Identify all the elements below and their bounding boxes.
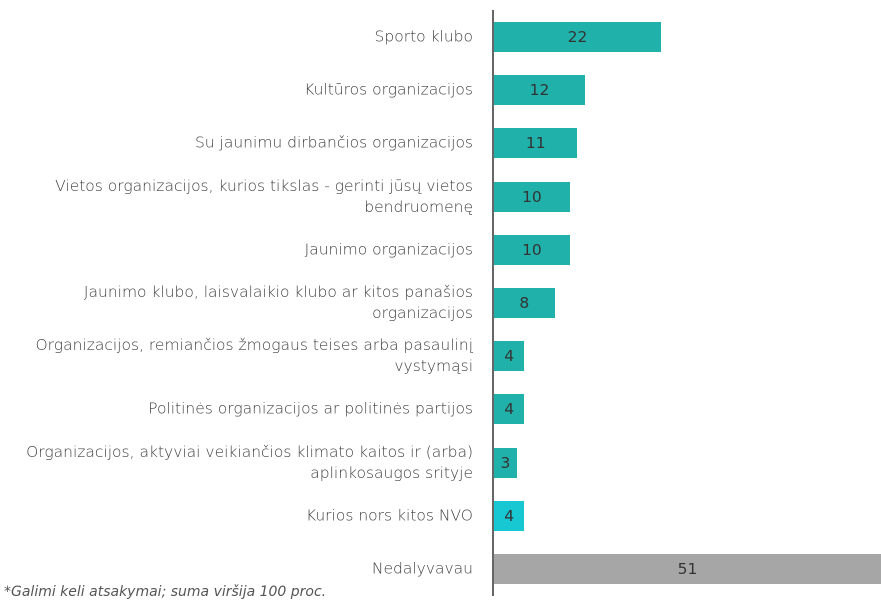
- category-label: Politinės organizacijos ar politinės par…: [148, 399, 473, 418]
- category-label: Jaunimo organizacijos: [304, 240, 473, 259]
- value-label: 3: [500, 453, 511, 472]
- bar: [494, 554, 881, 584]
- bar: [494, 181, 570, 212]
- value-label: 51: [677, 560, 698, 578]
- value-label: 4: [504, 506, 515, 525]
- category-label: Nedalyvavau: [371, 559, 473, 578]
- category-label: Organizacijos, remiančios žmogaus teises…: [35, 336, 473, 376]
- value-label: 4: [504, 400, 515, 419]
- value-label: 10: [522, 240, 542, 259]
- bar: [494, 394, 525, 425]
- bar: [494, 288, 555, 318]
- bar: [494, 500, 525, 531]
- category-label: Organizacijos, aktyviai veikiančios klim…: [26, 442, 473, 482]
- category-label: Sporto klubo: [374, 27, 473, 46]
- bar: [494, 75, 586, 106]
- category-label: Kurios nors kitos NVO: [305, 506, 473, 525]
- value-label: 22: [567, 28, 588, 46]
- value-label: 10: [522, 187, 542, 206]
- bar: [494, 447, 517, 478]
- category-label: Vietos organizacijos, kurios tikslas - g…: [55, 176, 473, 216]
- bar: [494, 128, 578, 159]
- footnote: *Galimi keli atsakymai; suma viršija 100…: [4, 584, 327, 600]
- value-label: 8: [519, 294, 530, 312]
- category-label: Su jaunimu dirbančios organizacijos: [194, 133, 473, 152]
- axis-line: [492, 10, 494, 596]
- value-label: 11: [525, 134, 546, 153]
- category-label: Kultūros organizacijos: [304, 80, 473, 99]
- category-label: Jaunimo klubo, laisvalaikio klubo ar kit…: [83, 283, 473, 322]
- value-label: 12: [529, 81, 550, 100]
- value-label: 4: [504, 347, 515, 366]
- bar: [494, 22, 661, 52]
- bar: [494, 234, 570, 265]
- bar: [494, 341, 525, 372]
